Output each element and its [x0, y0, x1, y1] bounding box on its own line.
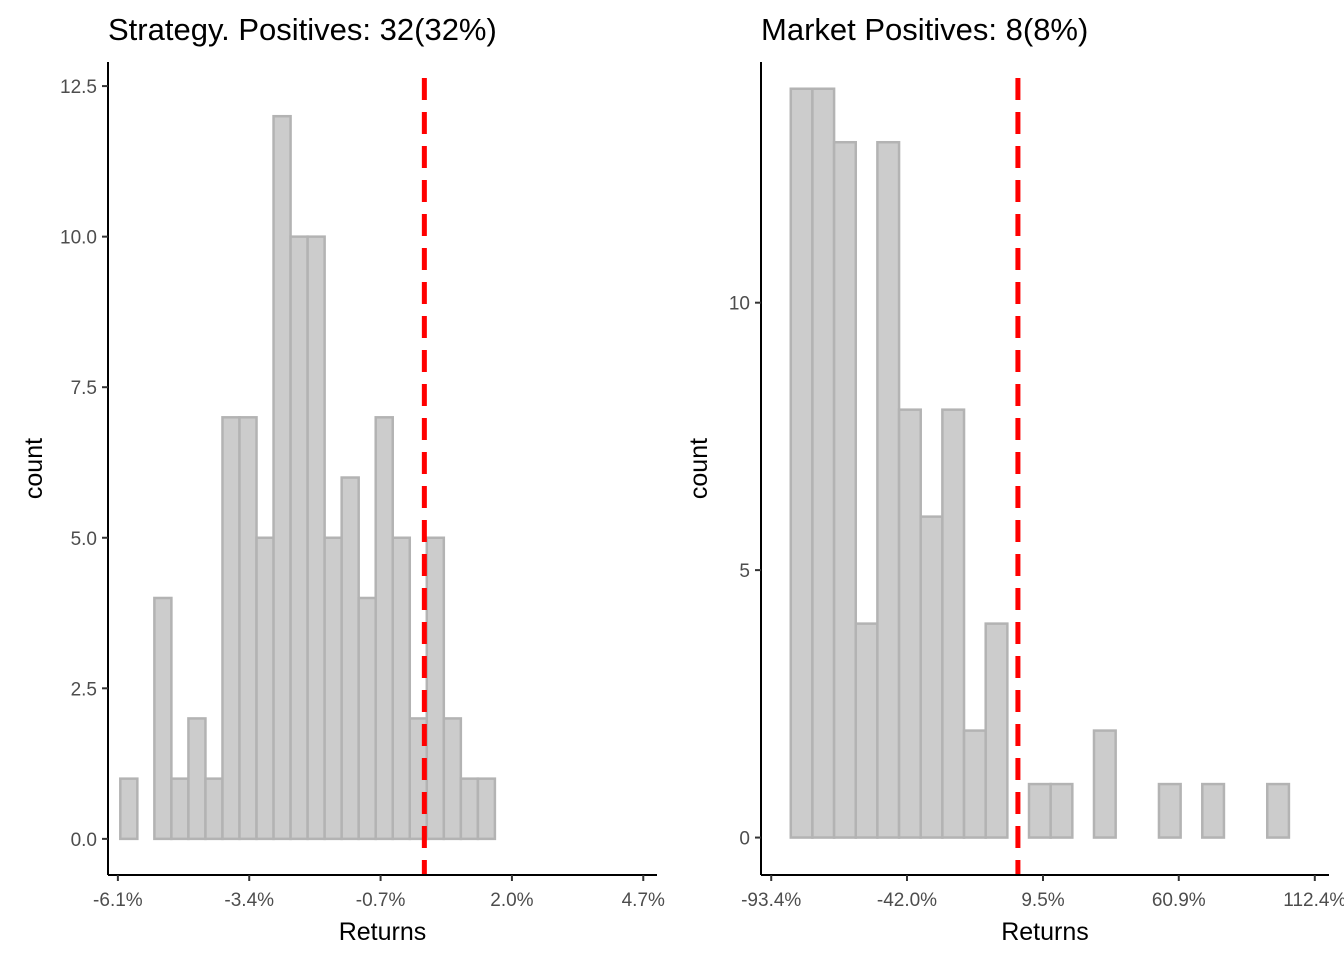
histogram-bars	[789, 87, 1291, 839]
histogram-bar	[459, 777, 480, 841]
histogram-bar	[374, 416, 394, 841]
x-tick-label: -42.0%	[877, 890, 937, 911]
histogram-bar	[876, 140, 901, 839]
histogram-bar	[962, 729, 987, 839]
histogram-bar	[289, 235, 309, 841]
histogram-bar	[425, 536, 446, 841]
histogram-bar	[204, 777, 224, 841]
histogram-bar	[832, 140, 857, 839]
histogram-bar	[391, 536, 412, 841]
x-tick-label: 60.9%	[1152, 890, 1206, 911]
histogram-bar	[323, 536, 343, 841]
x-tick-label: -6.1%	[93, 890, 143, 911]
histogram-bar	[306, 235, 326, 841]
histogram-bar	[919, 515, 944, 839]
y-tick-label: 7.5	[71, 378, 97, 399]
histogram-bar	[272, 114, 292, 841]
histogram-bar	[1027, 782, 1052, 839]
histogram-bar	[789, 87, 814, 839]
y-tick-label: 0.0	[71, 830, 97, 851]
histogram-bar	[1049, 782, 1074, 839]
x-tick-label: 2.0%	[490, 890, 533, 911]
histogram-bar	[1157, 782, 1182, 839]
histogram-bar	[1266, 782, 1291, 839]
y-tick-label: 12.5	[60, 77, 97, 98]
histogram-bar	[984, 622, 1009, 839]
x-tick-label: -93.4%	[741, 890, 801, 911]
histogram-bar	[170, 777, 190, 841]
histogram-bar	[255, 536, 275, 841]
y-tick-label: 10	[729, 294, 750, 315]
y-tick-label: 5.0	[71, 529, 97, 550]
chart-panel-1: 0.0 2.5 5.0 7.5 10.0 12.5 -6.1% -3.4% -0.7% 2.0% 4…	[20, 12, 665, 946]
histogram-bar	[153, 596, 173, 841]
histogram-bar	[941, 408, 966, 839]
histogram-bar	[119, 777, 139, 841]
histogram-bar	[442, 717, 463, 841]
x-tick-label: 9.5%	[1021, 890, 1064, 911]
y-axis-label: count	[20, 438, 48, 499]
histogram-bar	[187, 717, 207, 841]
x-tick-label: 112.4%	[1283, 890, 1344, 911]
x-tick-label: -0.7%	[356, 890, 406, 911]
histogram-bar	[1092, 729, 1117, 839]
histogram-bar	[854, 622, 879, 839]
histogram-bar	[897, 408, 922, 839]
chart-title: Strategy. Positives: 32(32%)	[108, 12, 497, 47]
x-axis-label: Returns	[339, 918, 427, 946]
x-tick-label: -3.4%	[224, 890, 274, 911]
y-axis-label: count	[685, 438, 713, 499]
histogram-bar	[1201, 782, 1226, 839]
histogram-bar	[476, 777, 497, 841]
y-tick-label: 2.5	[71, 679, 97, 700]
histogram-bar	[221, 416, 241, 841]
histogram-bar	[811, 87, 836, 839]
histogram-bar	[357, 596, 377, 841]
chart-title: Market Positives: 8(8%)	[761, 12, 1088, 47]
x-tick-label: 4.7%	[622, 890, 665, 911]
histogram-bar	[340, 476, 360, 841]
x-axis-label: Returns	[1001, 918, 1089, 946]
y-tick-label: 10.0	[60, 228, 97, 249]
histogram-bar	[238, 416, 258, 841]
y-tick-label: 0	[739, 829, 750, 850]
chart-panel-2: 0 5 10 -93.4% -42.0% 9.5% 60.9% 112.4% Market Po…	[685, 12, 1344, 946]
y-tick-label: 5	[739, 561, 750, 582]
histogram-bars	[119, 114, 497, 841]
